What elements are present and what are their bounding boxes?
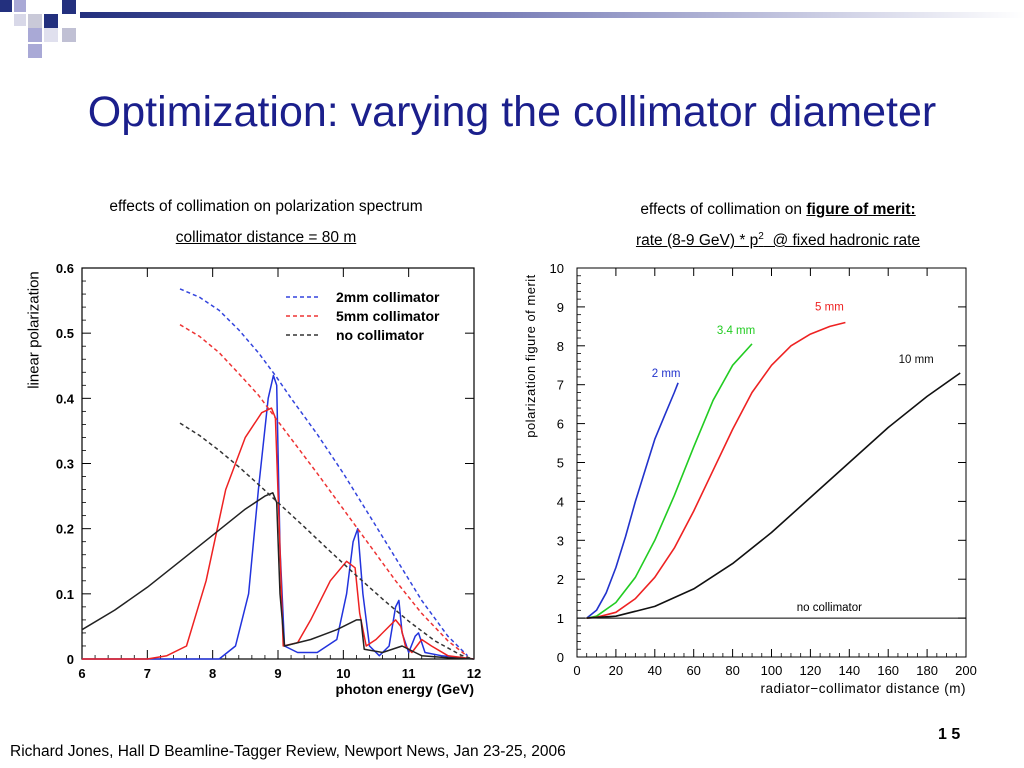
right-y-tick-label: 2 xyxy=(557,572,564,587)
left-x-tick-label: 7 xyxy=(144,666,151,681)
right-caption-prefix: effects of collimation on xyxy=(640,201,807,218)
left-x-tick-label: 9 xyxy=(274,666,281,681)
right-x-tick-label: 200 xyxy=(955,663,977,678)
footer: Richard Jones, Hall D Beamline-Tagger Re… xyxy=(10,743,566,760)
right-x-tick-label: 160 xyxy=(877,663,899,678)
decor-square-light-2 xyxy=(14,14,26,26)
left-series-line-solid xyxy=(82,374,475,660)
right-chart-caption: effects of collimation on figure of meri… xyxy=(560,201,996,219)
left-x-tick-label: 10 xyxy=(336,666,350,681)
right-reference-label: no collimator xyxy=(797,602,862,614)
left-y-tick-label: 0 xyxy=(67,652,74,667)
left-y-tick-label: 0.6 xyxy=(56,261,74,276)
right-series-line xyxy=(586,382,679,619)
left-x-tick-label: 8 xyxy=(209,666,216,681)
decor-gradient-bar xyxy=(80,12,1024,18)
decor-square-blue-1 xyxy=(0,0,12,12)
left-chart-subcaption: collimator distance = 80 m xyxy=(175,229,357,246)
right-chart-ylabel: polarization figure of merit xyxy=(523,274,538,438)
left-x-tick-label: 12 xyxy=(467,666,481,681)
right-x-tick-label: 140 xyxy=(838,663,860,678)
decor-square-gray-1 xyxy=(28,14,42,28)
right-x-tick-label: 120 xyxy=(800,663,822,678)
right-y-tick-label: 5 xyxy=(557,456,564,471)
right-y-tick-label: 1 xyxy=(557,611,564,626)
right-subcaption-sup: 2 xyxy=(758,231,764,242)
left-legend-label: no collimator xyxy=(336,327,424,343)
right-series-label: 5 mm xyxy=(815,301,844,313)
left-y-tick-label: 0.3 xyxy=(56,457,74,472)
left-y-tick-label: 0.4 xyxy=(56,391,75,406)
right-caption-bold: figure of merit: xyxy=(806,201,916,218)
right-series-label: 3.4 mm xyxy=(717,325,755,337)
left-legend-label: 2mm collimator xyxy=(336,289,440,305)
right-x-tick-label: 40 xyxy=(648,663,662,678)
left-chart-caption: effects of collimation on polarization s… xyxy=(109,198,423,215)
decor-square-gray-2 xyxy=(28,28,42,42)
decor-square-blue-3 xyxy=(62,0,76,14)
right-series-label: 2 mm xyxy=(652,368,681,380)
right-series-line xyxy=(586,372,961,619)
left-series-line-solid xyxy=(81,492,475,660)
left-x-tick-label: 6 xyxy=(78,666,85,681)
right-y-tick-label: 8 xyxy=(557,339,564,354)
decor-square-gray-3 xyxy=(62,28,76,42)
right-series-line xyxy=(586,343,753,619)
right-x-tick-label: 100 xyxy=(761,663,783,678)
right-y-tick-label: 4 xyxy=(557,494,564,509)
left-y-tick-label: 0.2 xyxy=(56,522,74,537)
right-subcaption-b: @ fixed hadronic rate xyxy=(763,232,921,250)
right-y-tick-label: 6 xyxy=(557,417,564,432)
right-y-tick-label: 9 xyxy=(557,300,564,315)
left-y-tick-label: 0.5 xyxy=(56,326,74,341)
left-series-line-dashed xyxy=(179,422,471,660)
left-series-line-dashed xyxy=(179,324,468,657)
right-x-tick-label: 20 xyxy=(609,663,623,678)
decor-square-light-3 xyxy=(28,44,42,58)
right-chart-subcaption: rate (8-9 GeV) * p2 @ fixed hadronic rat… xyxy=(560,231,996,250)
left-legend-label: 5mm collimator xyxy=(336,308,440,324)
right-series-line xyxy=(586,321,846,619)
right-y-tick-label: 0 xyxy=(557,650,564,665)
left-chart-xlabel: photon energy (GeV) xyxy=(336,681,474,697)
right-x-tick-label: 60 xyxy=(686,663,700,678)
decor-square-blue-2 xyxy=(44,14,58,28)
decor-square-light-1 xyxy=(14,0,26,12)
left-x-tick-label: 11 xyxy=(402,666,416,681)
page-number: 1 5 xyxy=(938,726,961,743)
slide-title: Optimization: varying the collimator dia… xyxy=(87,88,937,136)
left-y-tick-label: 0.1 xyxy=(56,587,74,602)
left-series-line-dashed xyxy=(179,288,469,657)
decor-square-light-4 xyxy=(44,28,58,42)
right-x-tick-label: 180 xyxy=(916,663,938,678)
right-x-tick-label: 80 xyxy=(725,663,739,678)
right-x-tick-label: 0 xyxy=(573,663,580,678)
right-y-tick-label: 10 xyxy=(550,261,564,276)
right-y-tick-label: 7 xyxy=(557,378,564,393)
right-chart-xlabel: radiator−collimator distance (m) xyxy=(761,681,966,696)
right-subcaption-a: rate (8-9 GeV) * p xyxy=(635,232,759,250)
right-y-tick-label: 3 xyxy=(557,533,564,548)
right-series-label: 10 mm xyxy=(899,354,934,366)
